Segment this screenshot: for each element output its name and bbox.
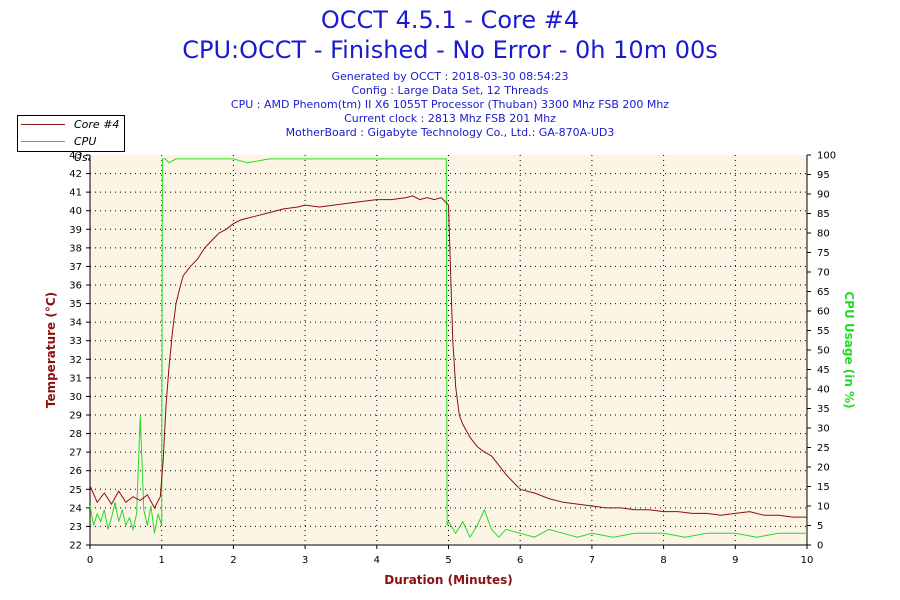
x-tick-label: 10 (801, 555, 814, 566)
info-motherboard: MotherBoard : Gigabyte Technology Co., L… (285, 126, 615, 139)
info-cpu: CPU : AMD Phenom(tm) II X6 1055T Process… (230, 98, 670, 111)
y2-tick-label: 35 (817, 404, 830, 415)
y-tick-label: 36 (69, 281, 82, 292)
legend-item-core: Core #4 (18, 117, 124, 133)
y-tick-label: 40 (69, 206, 82, 217)
y-tick-label: 33 (69, 336, 82, 347)
y-tick-label: 42 (69, 169, 82, 180)
y-tick-label: 27 (69, 448, 82, 459)
y-tick-label: 29 (69, 411, 82, 422)
y-tick-label: 25 (69, 485, 82, 496)
x-axis-label: Duration (Minutes) (384, 573, 512, 587)
y2-tick-label: 95 (817, 170, 830, 181)
y-tick-label: 35 (69, 299, 82, 310)
y2-tick-label: 60 (817, 307, 830, 318)
info-clock: Current clock : 2813 Mhz FSB 201 Mhz (344, 112, 556, 125)
x-tick-label: 5 (445, 555, 451, 566)
y2-tick-label: 25 (817, 443, 830, 454)
y2-tick-label: 5 (817, 521, 823, 532)
series-line-core-4 (89, 195, 807, 518)
y-tick-label: 24 (69, 503, 82, 514)
y2-tick-label: 65 (817, 287, 830, 298)
y-axis-label: Temperature (°C) (44, 292, 58, 408)
y2-tick-label: 100 (817, 151, 836, 162)
y-tick-label: 31 (69, 373, 82, 384)
legend-swatch-cpu (21, 141, 65, 142)
legend-label-core: Core #4 (74, 118, 120, 131)
y2-tick-label: 45 (817, 365, 830, 376)
y-tick-label: 43 (69, 151, 82, 162)
y-tick-label: 41 (69, 188, 82, 199)
y2-tick-label: 85 (817, 209, 830, 220)
y-tick-label: 37 (69, 262, 82, 273)
x-tick-label: 8 (660, 555, 666, 566)
y-tick-label: 26 (69, 466, 82, 477)
y2-tick-label: 70 (817, 268, 830, 279)
y2-tick-label: 80 (817, 229, 830, 240)
y-tick-label: 22 (69, 541, 82, 552)
y-tick-label: 38 (69, 243, 82, 254)
y2-tick-label: 0 (817, 541, 823, 552)
y-tick-label: 23 (69, 522, 82, 533)
y2-axis-label: CPU Usage (in %) (842, 291, 856, 408)
x-tick-label: 2 (230, 555, 236, 566)
y2-tick-label: 50 (817, 346, 830, 357)
x-tick-label: 3 (302, 555, 308, 566)
chart-title: OCCT 4.5.1 - Core #4 (320, 6, 580, 34)
info-generated: Generated by OCCT : 2018-03-30 08:54:23 (331, 70, 569, 83)
x-tick-label: 6 (517, 555, 523, 566)
y-tick-label: 32 (69, 355, 82, 366)
chart-subtitle: CPU:OCCT - Finished - No Error - 0h 10m … (182, 36, 718, 64)
y2-tick-label: 20 (817, 463, 830, 474)
y2-tick-label: 15 (817, 482, 830, 493)
x-tick-label: 7 (589, 555, 595, 566)
series-line-cpu-usage (89, 158, 807, 539)
x-tick-label: 0 (87, 555, 93, 566)
y-tick-label: 28 (69, 429, 82, 440)
x-tick-label: 1 (159, 555, 165, 566)
legend-swatch-core (21, 124, 65, 125)
y2-tick-label: 90 (817, 190, 830, 201)
x-tick-label: 4 (374, 555, 380, 566)
y2-tick-label: 10 (817, 502, 830, 513)
y2-tick-label: 55 (817, 326, 830, 337)
y2-tick-label: 75 (817, 248, 830, 259)
x-tick-label: 9 (732, 555, 738, 566)
y-tick-label: 30 (69, 392, 82, 403)
y2-tick-label: 40 (817, 385, 830, 396)
y-tick-label: 34 (69, 318, 82, 329)
y2-tick-label: 30 (817, 424, 830, 435)
y-tick-label: 39 (69, 225, 82, 236)
info-config: Config : Large Data Set, 12 Threads (351, 84, 549, 97)
